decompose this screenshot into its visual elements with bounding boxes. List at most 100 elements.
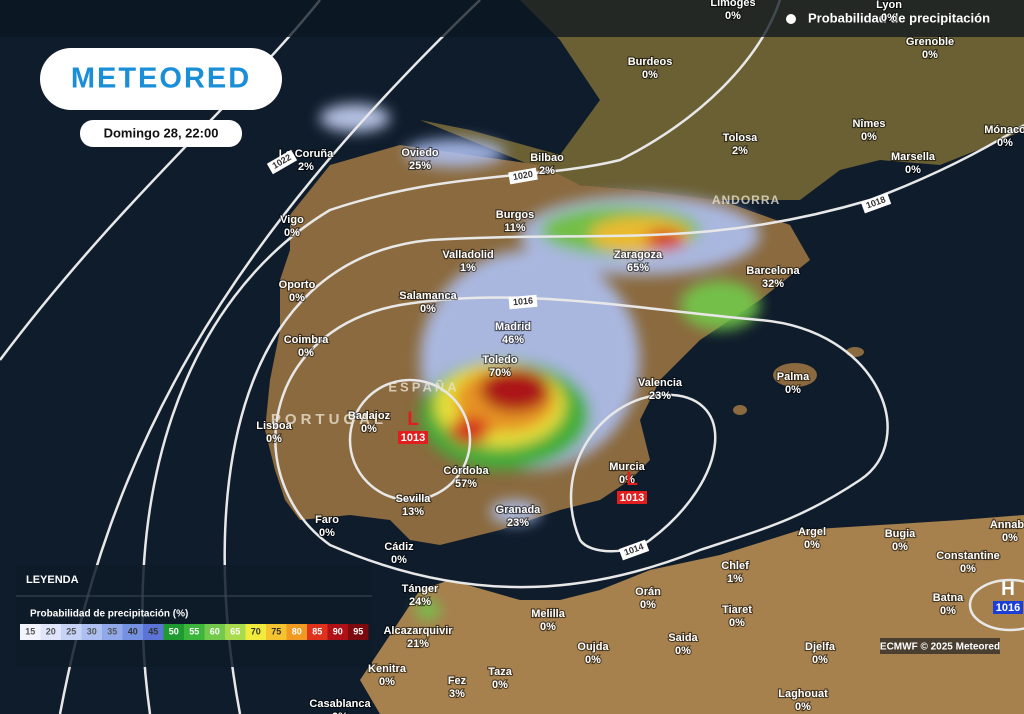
isobar-label: 1016 [508, 294, 538, 310]
city-value: 0% [960, 563, 976, 575]
city-name: Saida [668, 632, 698, 644]
country-name: ANDORRA [712, 193, 780, 207]
legend-label: 95 [353, 626, 363, 636]
city-value: 11% [504, 222, 526, 234]
city-value: 0% [922, 49, 938, 61]
pressure-value: 1016 [996, 602, 1020, 614]
legend-swatch [286, 624, 307, 640]
credit: ECMWF © 2025 Meteored [880, 642, 1000, 653]
legend-swatch [40, 624, 61, 640]
city-value: 24% [409, 596, 431, 608]
city-name: Valladolid [442, 249, 493, 261]
city-value: 0% [619, 474, 635, 486]
city-value: 3% [449, 688, 465, 700]
city-value: 0% [642, 69, 658, 81]
legend-swatch [143, 624, 164, 640]
logo: METEORED [71, 63, 251, 95]
city-value: 13% [402, 506, 424, 518]
city-value: 21% [407, 638, 429, 650]
isobar-label-box [508, 294, 538, 310]
city-value: 0% [332, 711, 348, 714]
isobar-label-box [266, 149, 298, 175]
isobar-label: 1018 [860, 192, 892, 214]
legend-label: 60 [210, 626, 220, 636]
date-pill [80, 120, 242, 147]
city-value: 25% [409, 160, 431, 172]
legend-swatch [163, 624, 184, 640]
city-value: 0% [379, 676, 395, 688]
legend-label: 35 [107, 626, 117, 636]
city-value: 0% [905, 164, 921, 176]
pressure-symbol: L [407, 409, 419, 430]
city-value: 65% [627, 262, 649, 274]
legend-label: 50 [169, 626, 179, 636]
city-name: Kenitra [368, 663, 407, 675]
city-name: Coimbra [284, 334, 330, 346]
pressure-box [993, 601, 1023, 614]
city-name: Argel [798, 526, 826, 538]
isobar-label-box [860, 192, 892, 214]
country-name: PORTUGAL [271, 411, 387, 428]
city-value: 0% [391, 554, 407, 566]
isobar-label-box [508, 167, 538, 185]
pressure-box [398, 431, 428, 444]
pressure-symbol: H [1001, 579, 1015, 600]
legend-swatch [348, 624, 369, 640]
legend-label: 20 [46, 626, 56, 636]
city-name: Lyon [876, 0, 902, 11]
city-name: Córdoba [443, 465, 489, 477]
city-name: Oporto [279, 279, 316, 291]
city-name: Limoges [710, 0, 755, 9]
isobar-label-box [618, 539, 650, 561]
legend-label: 70 [251, 626, 261, 636]
legend-swatch [327, 624, 348, 640]
city-name: Oujda [577, 641, 609, 653]
legend-swatch [245, 624, 266, 640]
country-name: ESPAÑA [388, 379, 459, 394]
isobar-label: 1020 [508, 167, 538, 185]
city-name: Zaragoza [614, 249, 663, 261]
pressure-symbol: L [626, 469, 638, 490]
city-value: 0% [284, 227, 300, 239]
legend-swatch [204, 624, 225, 640]
city-value: 0% [940, 605, 956, 617]
city-name: Nîmes [852, 118, 885, 130]
city-name: Casablanca [309, 698, 371, 710]
city-name: Fez [448, 675, 467, 687]
city-value: 23% [649, 390, 671, 402]
city-name: Mónaco [984, 124, 1024, 136]
city-name: Laghouat [778, 688, 828, 700]
city-name: Alcazarquivir [383, 625, 453, 637]
city-value: 0% [795, 701, 811, 713]
city-value: 0% [298, 347, 314, 359]
city-value: 0% [420, 303, 436, 315]
legend-swatch [20, 624, 41, 640]
city-name: Taza [488, 666, 513, 678]
city-value: 0% [675, 645, 691, 657]
city-value: 0% [881, 12, 897, 24]
pressure-value: 1013 [620, 492, 644, 504]
legend-label: 75 [271, 626, 281, 636]
legend-label: 90 [333, 626, 343, 636]
city-name: Lisboa [256, 420, 292, 432]
legend-swatch [61, 624, 82, 640]
layer-icon [786, 14, 796, 24]
city-value: 0% [361, 423, 377, 435]
city-name: Oviedo [401, 147, 439, 159]
isobar-label: 1014 [618, 539, 650, 561]
city-name: Burgos [496, 209, 535, 221]
city-name: Murcia [609, 461, 645, 473]
city-value: 0% [319, 527, 335, 539]
city-value: 23% [507, 517, 529, 529]
city-value: 0% [892, 541, 908, 553]
city-name: Badajoz [348, 410, 391, 422]
city-name: Salamanca [399, 290, 457, 302]
city-name: Vigo [280, 214, 304, 226]
city-name: Constantine [936, 550, 1000, 562]
city-value: 0% [785, 384, 801, 396]
city-value: 70% [489, 367, 511, 379]
city-value: 1% [727, 573, 743, 585]
city-name: Valencia [638, 377, 683, 389]
